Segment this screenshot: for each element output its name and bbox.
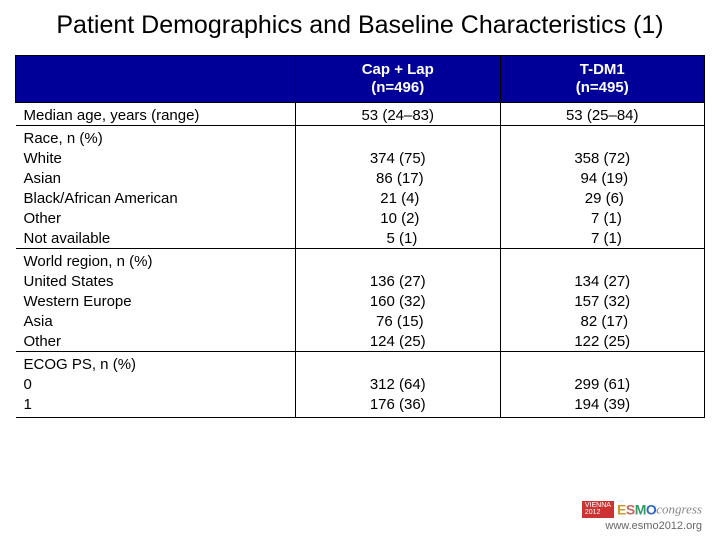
cell xyxy=(500,249,705,272)
footer: VIENNA2012 ESMOcongress www.esmo2012.org xyxy=(582,501,702,532)
esmo-logo: VIENNA2012 ESMOcongress xyxy=(582,501,702,518)
row-other-race: Other xyxy=(16,208,296,228)
cell: 134 (27) xyxy=(500,271,705,291)
cell: 122 (25) xyxy=(500,331,705,352)
col2-line2: (n=495) xyxy=(505,79,701,97)
vienna-badge: VIENNA2012 xyxy=(582,501,614,518)
row-median-age: Median age, years (range) xyxy=(16,103,296,126)
cell: 7 (1) xyxy=(500,208,705,228)
col-header-caplap: Cap + Lap (n=496) xyxy=(296,56,501,103)
demographics-table: Cap + Lap (n=496) T-DM1 (n=495) Median a… xyxy=(15,55,705,418)
col1-line2: (n=496) xyxy=(300,79,496,97)
row-na: Not available xyxy=(16,228,296,249)
cell: 358 (72) xyxy=(500,148,705,168)
row-ecog1: 1 xyxy=(16,394,296,418)
cell: 176 (36) xyxy=(296,394,501,418)
cell xyxy=(296,126,501,149)
col-header-tdm1: T-DM1 (n=495) xyxy=(500,56,705,103)
page-title: Patient Demographics and Baseline Charac… xyxy=(0,0,720,55)
cell: 160 (32) xyxy=(296,291,501,311)
row-ecog0: 0 xyxy=(16,374,296,394)
cell: 53 (25–84) xyxy=(500,103,705,126)
header-corner xyxy=(16,56,296,103)
cell: 53 (24–83) xyxy=(296,103,501,126)
cell: 157 (32) xyxy=(500,291,705,311)
cell: 86 (17) xyxy=(296,168,501,188)
cell: 10 (2) xyxy=(296,208,501,228)
cell: 7 (1) xyxy=(500,228,705,249)
row-other-region: Other xyxy=(16,331,296,352)
esmo-text: ESMO xyxy=(617,502,656,518)
cell: 82 (17) xyxy=(500,311,705,331)
row-white: White xyxy=(16,148,296,168)
cell: 194 (39) xyxy=(500,394,705,418)
cell: 21 (4) xyxy=(296,188,501,208)
cell xyxy=(296,249,501,272)
congress-text: congress xyxy=(656,502,702,517)
row-race-header: Race, n (%) xyxy=(16,126,296,149)
col2-line1: T-DM1 xyxy=(580,61,625,78)
col1-line1: Cap + Lap xyxy=(362,61,434,78)
row-weur: Western Europe xyxy=(16,291,296,311)
footer-url: www.esmo2012.org xyxy=(605,520,702,532)
cell: 312 (64) xyxy=(296,374,501,394)
cell: 29 (6) xyxy=(500,188,705,208)
cell: 299 (61) xyxy=(500,374,705,394)
row-asia-region: Asia xyxy=(16,311,296,331)
row-asian: Asian xyxy=(16,168,296,188)
cell: 136 (27) xyxy=(296,271,501,291)
row-region-header: World region, n (%) xyxy=(16,249,296,272)
cell: 94 (19) xyxy=(500,168,705,188)
row-ecog-header: ECOG PS, n (%) xyxy=(16,352,296,375)
cell xyxy=(500,126,705,149)
cell: 374 (75) xyxy=(296,148,501,168)
cell: 5 (1) xyxy=(296,228,501,249)
cell: 124 (25) xyxy=(296,331,501,352)
row-us: United States xyxy=(16,271,296,291)
row-black: Black/African American xyxy=(16,188,296,208)
cell: 76 (15) xyxy=(296,311,501,331)
cell xyxy=(500,352,705,375)
cell xyxy=(296,352,501,375)
